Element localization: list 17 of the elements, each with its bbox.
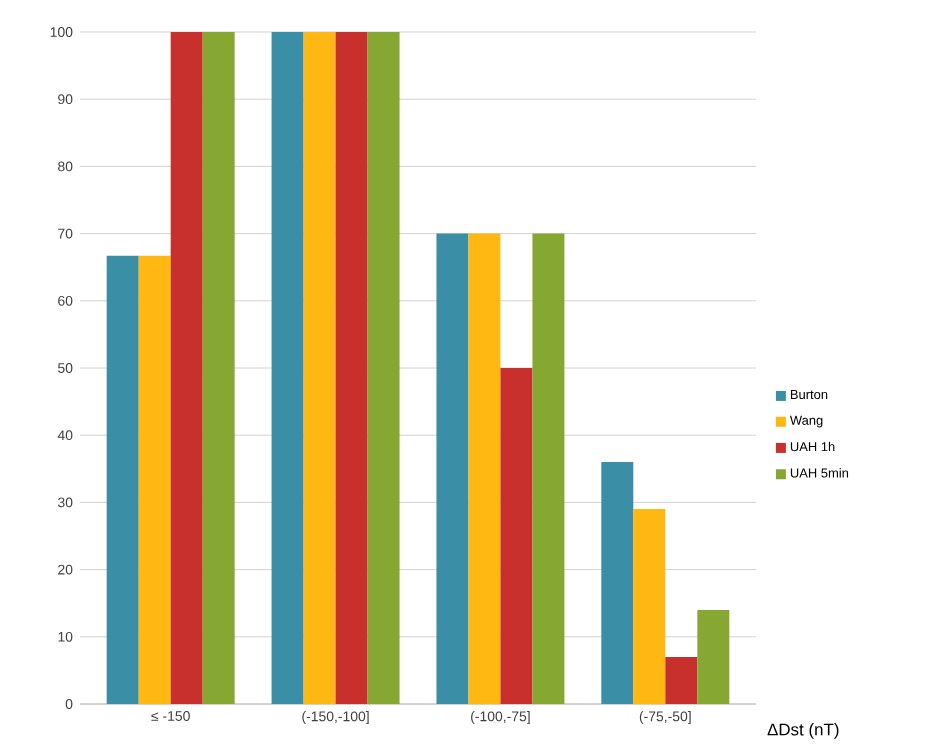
- bar: [170, 31, 203, 704]
- bar: [601, 462, 634, 704]
- bar: [633, 509, 666, 704]
- bar: [202, 31, 235, 704]
- bar: [697, 609, 730, 704]
- bar: [500, 368, 533, 704]
- bar: [665, 656, 698, 704]
- bar: [106, 255, 139, 704]
- bar: [271, 31, 304, 704]
- bar: [367, 31, 400, 704]
- bar: [138, 255, 171, 704]
- x-axis-title: ΔDst (nT): [767, 723, 839, 739]
- bar: [468, 233, 501, 704]
- bar: [532, 233, 565, 704]
- bar: [303, 31, 336, 704]
- bar: [335, 31, 368, 704]
- bar: [436, 233, 469, 704]
